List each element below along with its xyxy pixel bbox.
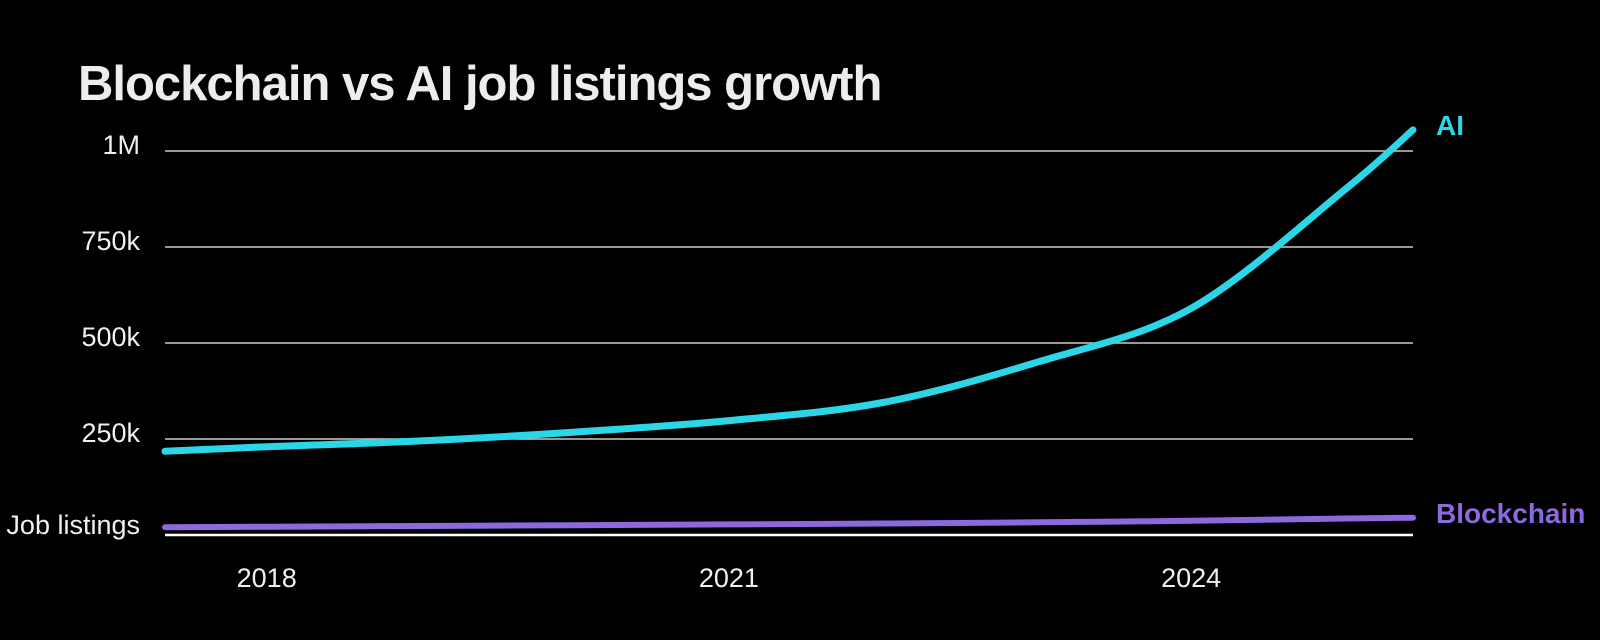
chart-title: Blockchain vs AI job listings growth [78, 57, 882, 111]
legend-ai: AI [1436, 109, 1464, 141]
x-tick-label: 2021 [698, 563, 759, 593]
y-tick-label: 500k [81, 322, 140, 352]
series-line-ai [161, 126, 1417, 455]
x-tick-label: 2018 [236, 563, 297, 593]
series-line-blockchain [162, 514, 1416, 531]
x-tick-label: 2024 [1161, 563, 1222, 593]
y-tick-label: 250k [81, 418, 140, 448]
y-tick-label: 750k [81, 226, 140, 256]
y-axis-label: Job listings [6, 510, 140, 540]
legend-blockchain: Blockchain [1436, 497, 1586, 529]
y-tick-label: 1M [102, 130, 140, 160]
